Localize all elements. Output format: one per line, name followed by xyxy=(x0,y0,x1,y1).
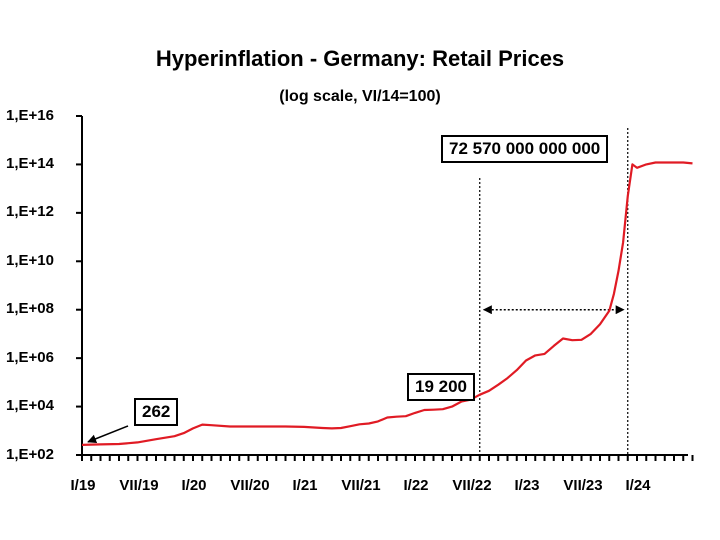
y-tick-label: 1,E+06 xyxy=(6,349,54,366)
chart-title: Hyperinflation - Germany: Retail Prices xyxy=(155,46,565,71)
x-tick-label: I/22 xyxy=(403,477,429,494)
x-tick-label: VII/22 xyxy=(452,477,492,494)
x-tick-label: VII/19 xyxy=(119,477,159,494)
y-tick-label: 1,E+02 xyxy=(6,446,54,463)
x-tick-label: VII/21 xyxy=(341,477,381,494)
x-tick-label: I/19 xyxy=(70,477,96,494)
y-tick-label: 1,E+12 xyxy=(6,203,54,220)
retail-prices-line xyxy=(81,161,693,446)
y-tick-label: 1,E+14 xyxy=(6,155,54,172)
x-tick-label: I/24 xyxy=(625,477,651,494)
y-tick-label: 1,E+16 xyxy=(6,107,54,124)
annotation-start-value: 262 xyxy=(134,398,179,426)
annotation-peak-value: 72 570 000 000 000 xyxy=(441,135,609,163)
annotation-mid-value: 19 200 xyxy=(407,373,475,401)
chart-subtitle: (log scale, VI/14=100) xyxy=(279,88,441,105)
annotation-arrow xyxy=(87,425,129,444)
y-tick-label: 1,E+10 xyxy=(6,252,54,269)
x-tick-label: VII/20 xyxy=(230,477,270,494)
x-tick-label: I/21 xyxy=(292,477,318,494)
x-tick-label: I/23 xyxy=(514,477,540,494)
y-tick-label: 1,E+04 xyxy=(6,397,54,414)
y-tick-label: 1,E+08 xyxy=(6,300,54,317)
x-tick-label: VII/23 xyxy=(563,477,603,494)
x-tick-label: I/20 xyxy=(181,477,207,494)
